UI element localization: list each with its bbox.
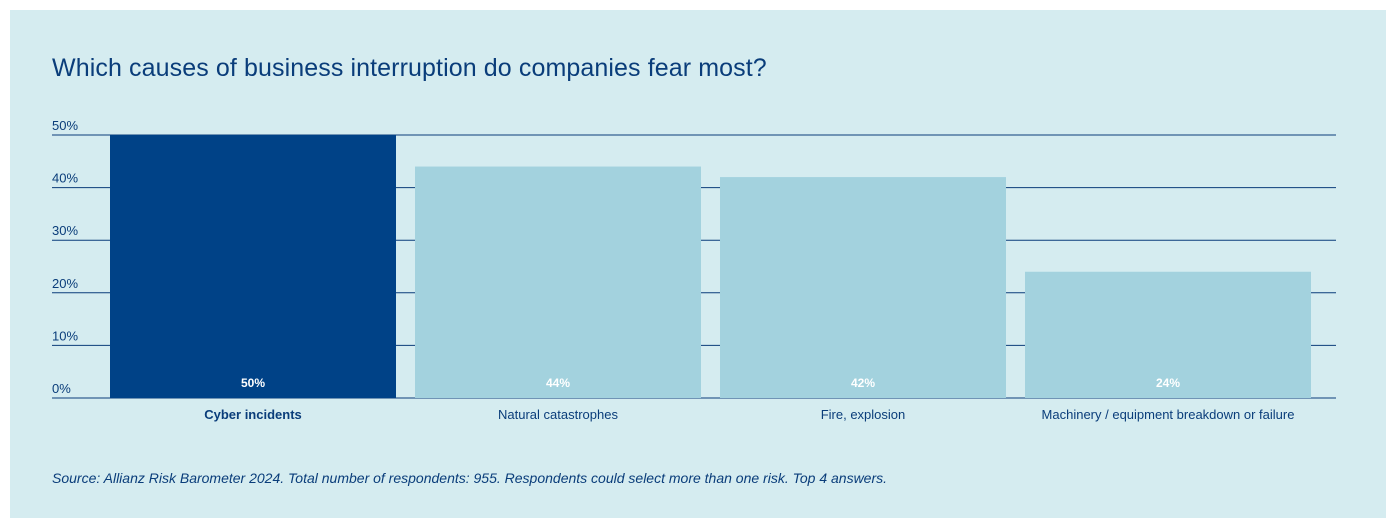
bar-value-label: 50% (241, 376, 265, 390)
chart-card: Which causes of business interruption do… (10, 10, 1386, 518)
category-label: Fire, explosion (821, 407, 906, 422)
source-note: Source: Allianz Risk Barometer 2024. Tot… (52, 470, 888, 486)
y-tick-label: 10% (52, 328, 78, 343)
bar-value-label: 42% (851, 376, 875, 390)
bar-value-label: 24% (1156, 376, 1180, 390)
y-tick-label: 0% (52, 381, 71, 396)
bar (415, 166, 701, 398)
bar (720, 177, 1006, 398)
category-label: Natural catastrophes (498, 407, 618, 422)
y-tick-label: 30% (52, 223, 78, 238)
category-label: Machinery / equipment breakdown or failu… (1042, 407, 1295, 422)
y-tick-label: 50% (52, 118, 78, 133)
bar (110, 135, 396, 398)
bar (1025, 271, 1311, 398)
category-label: Cyber incidents (204, 407, 302, 422)
y-tick-label: 40% (52, 171, 78, 186)
chart-title: Which causes of business interruption do… (52, 54, 767, 82)
y-tick-label: 20% (52, 276, 78, 291)
bar-value-label: 44% (546, 376, 570, 390)
bar-chart: 0% 10% 20% 30% 40% 50% 50% Cyber incidents 44% Na… (52, 118, 1336, 422)
